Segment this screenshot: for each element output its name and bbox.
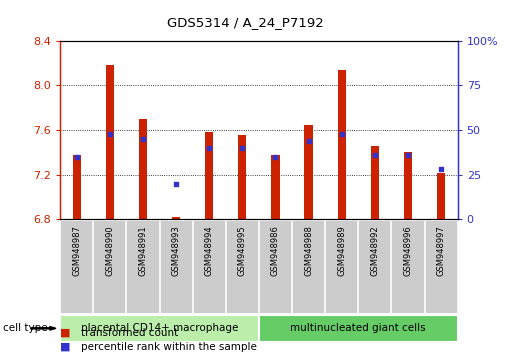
Bar <box>172 217 180 219</box>
Text: multinucleated giant cells: multinucleated giant cells <box>290 323 426 333</box>
Text: GSM948988: GSM948988 <box>304 225 313 276</box>
Bar <box>106 65 114 219</box>
Bar <box>60 315 259 342</box>
Text: GSM948997: GSM948997 <box>437 225 446 276</box>
Point <box>304 138 313 144</box>
Point <box>437 167 445 172</box>
Point <box>106 131 114 137</box>
Bar <box>205 132 213 219</box>
Bar <box>337 70 346 219</box>
Text: cell type: cell type <box>3 323 47 333</box>
Bar <box>139 119 147 219</box>
Bar <box>259 315 458 342</box>
Text: percentile rank within the sample: percentile rank within the sample <box>81 342 257 352</box>
Text: GSM948990: GSM948990 <box>105 225 115 275</box>
Bar <box>238 135 246 219</box>
Text: GSM948986: GSM948986 <box>271 225 280 276</box>
Point <box>271 154 280 160</box>
Bar <box>271 155 280 219</box>
Bar <box>371 146 379 219</box>
Text: ■: ■ <box>60 342 71 352</box>
Bar <box>404 153 412 219</box>
Point <box>205 145 213 151</box>
Point <box>371 152 379 158</box>
Text: GDS5314 / A_24_P7192: GDS5314 / A_24_P7192 <box>167 16 324 29</box>
Text: ■: ■ <box>60 328 71 338</box>
Text: GSM948987: GSM948987 <box>72 225 81 276</box>
Text: GSM948992: GSM948992 <box>370 225 379 275</box>
Text: GSM948995: GSM948995 <box>238 225 247 275</box>
Text: transformed count: transformed count <box>81 328 178 338</box>
Point <box>238 145 246 151</box>
Point <box>73 154 81 160</box>
Text: GSM948991: GSM948991 <box>139 225 147 275</box>
Bar <box>304 125 313 219</box>
Point <box>172 181 180 187</box>
Point <box>337 131 346 137</box>
Point <box>404 152 412 158</box>
Text: GSM948993: GSM948993 <box>172 225 180 276</box>
Text: GSM948994: GSM948994 <box>204 225 214 275</box>
Text: GSM948989: GSM948989 <box>337 225 346 276</box>
Text: GSM948996: GSM948996 <box>403 225 413 276</box>
Point <box>139 136 147 142</box>
Bar <box>73 155 81 219</box>
Bar <box>437 172 445 219</box>
Text: placental CD14+ macrophage: placental CD14+ macrophage <box>81 323 238 333</box>
